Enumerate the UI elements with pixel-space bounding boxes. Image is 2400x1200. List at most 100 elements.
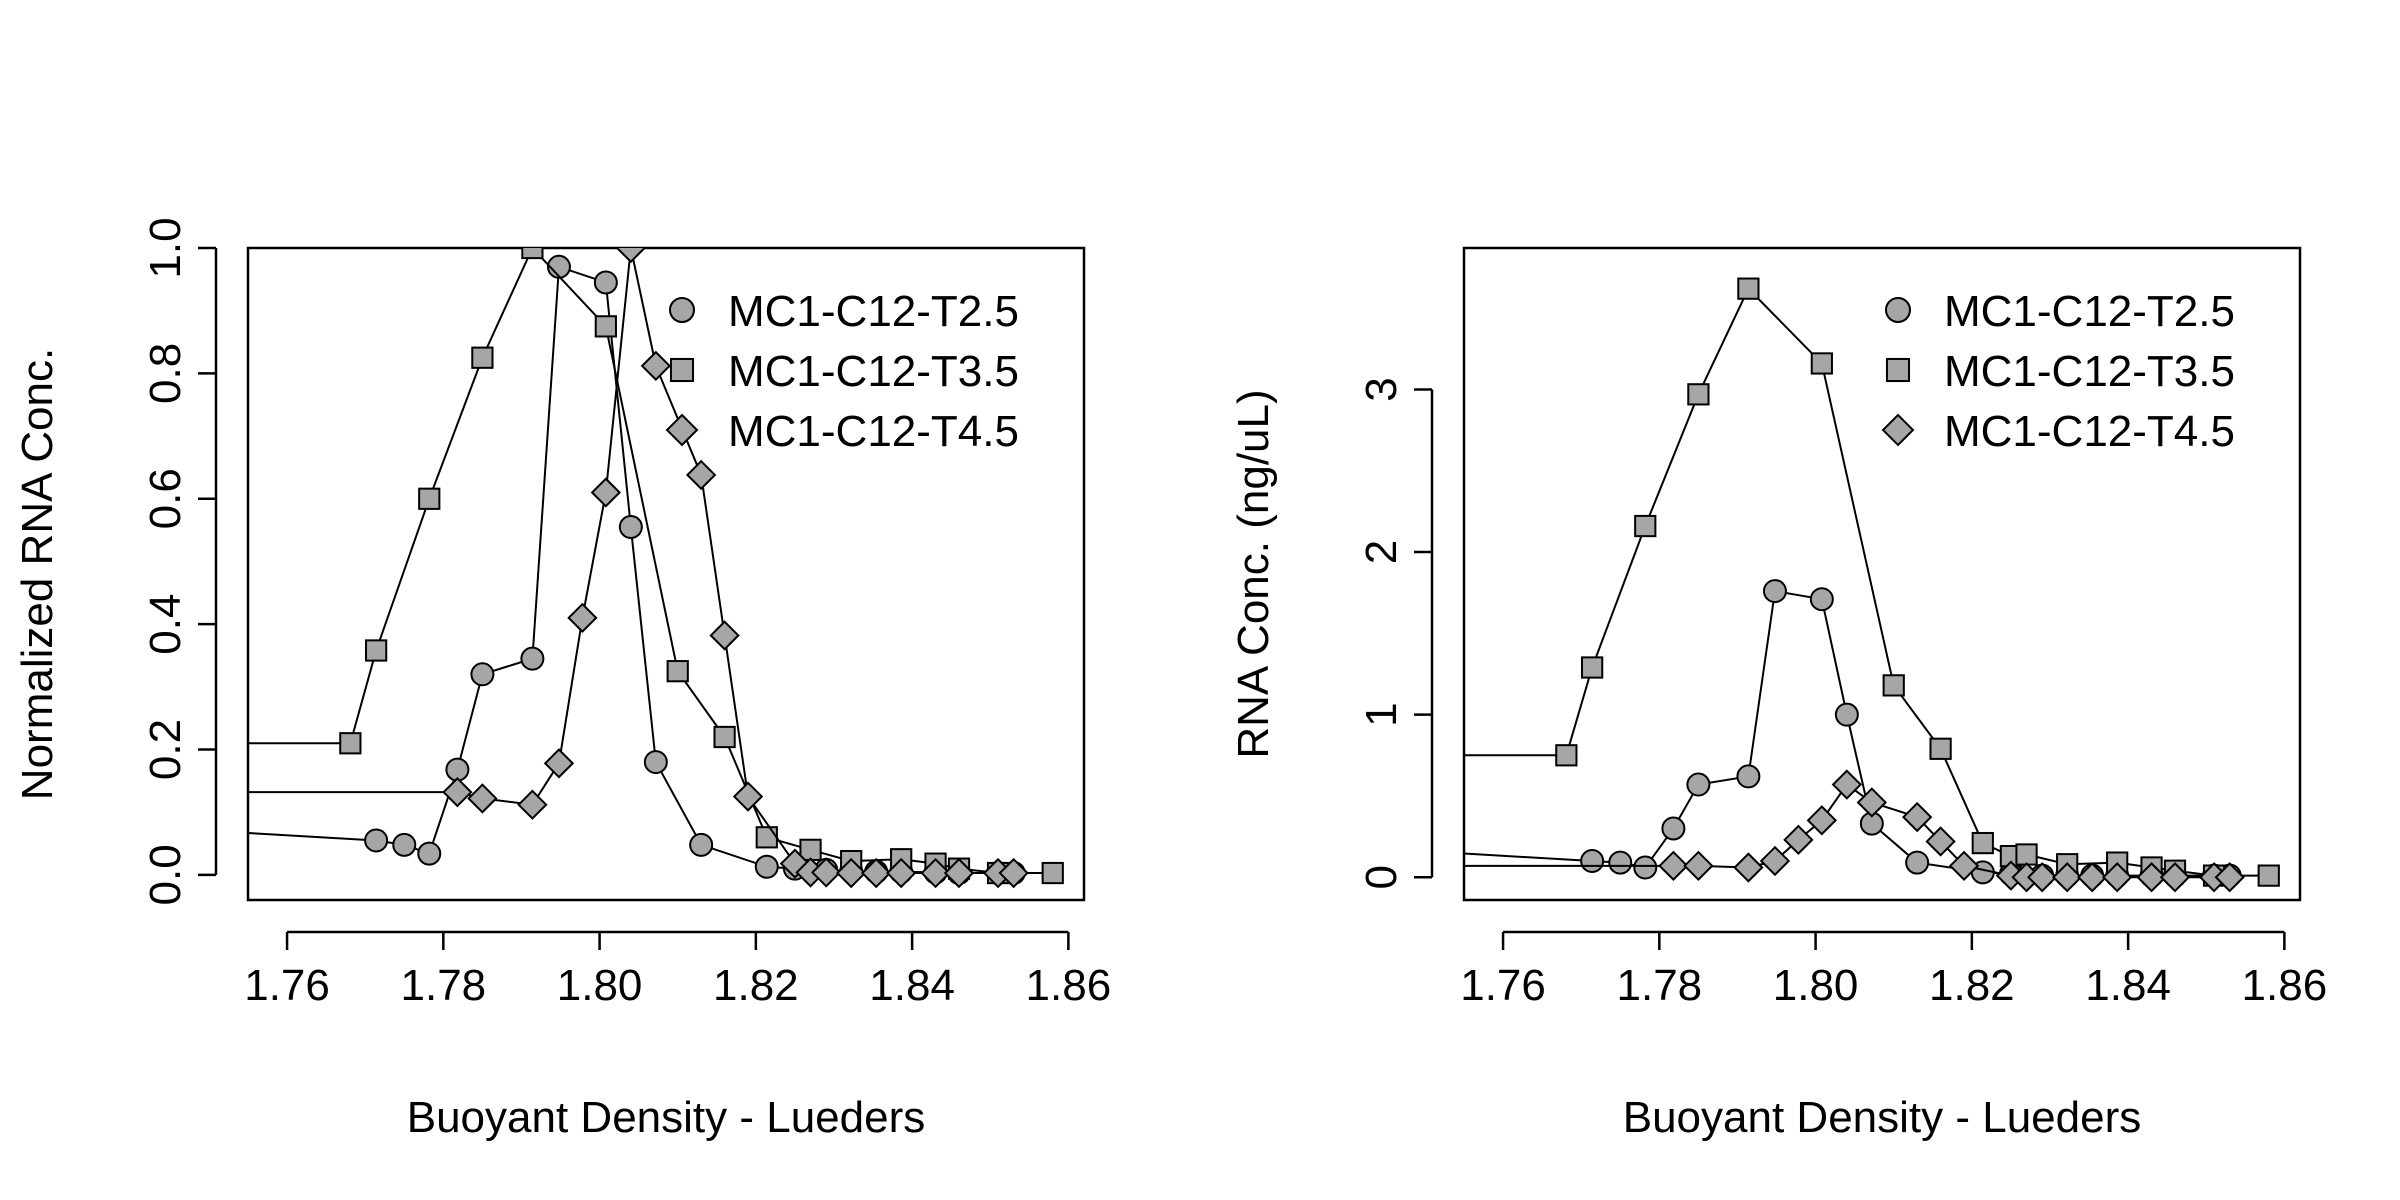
x-tick-label: 1.86 <box>2242 961 2328 1010</box>
data-point <box>1759 845 1791 877</box>
data-point <box>1737 277 1760 300</box>
data-point <box>1856 787 1888 818</box>
data-point <box>755 826 778 849</box>
legend-marker-square <box>1885 357 1911 383</box>
data-point <box>365 639 388 662</box>
data-point <box>2052 862 2083 893</box>
data-point <box>886 857 917 889</box>
data-point <box>2159 862 2191 893</box>
y-axis: 0.0 0.2 0.4 0.6 0.8 1.0 <box>141 217 218 906</box>
legend: MC1-C12-T2.5 MC1-C12-T3.5 MC1-C12-T4.5 <box>665 287 1019 456</box>
y-tick-label: 0 <box>1357 865 1406 889</box>
data-point <box>1608 850 1633 875</box>
series-layer <box>248 248 1064 889</box>
y-tick-label: 0.8 <box>141 343 190 404</box>
legend-label: MC1-C12-T2.5 <box>1944 287 2235 336</box>
y-tick-label: 0.0 <box>141 844 190 905</box>
data-point <box>1658 850 1689 882</box>
data-point <box>594 315 617 338</box>
data-point <box>543 748 575 779</box>
x-axis: 1.76 1.78 1.80 1.82 1.84 1.86 <box>244 930 1112 1010</box>
data-point <box>1905 850 1930 875</box>
x-tick-label: 1.80 <box>1773 961 1859 1010</box>
data-point <box>666 660 689 683</box>
data-point <box>471 346 494 369</box>
y-tick-label: 2 <box>1357 540 1406 564</box>
data-point <box>943 857 975 889</box>
data-point <box>2214 862 2245 893</box>
legend-label: MC1-C12-T4.5 <box>728 407 1019 456</box>
data-point <box>1834 702 1859 727</box>
series-line <box>248 248 1014 875</box>
data-point <box>836 857 867 889</box>
data-point <box>713 725 736 749</box>
y-tick-label: 3 <box>1357 377 1406 401</box>
data-point <box>1634 514 1657 538</box>
data-point <box>590 477 622 508</box>
data-point <box>689 832 714 857</box>
data-point <box>754 854 779 879</box>
data-point <box>1736 764 1761 789</box>
y-tick-label: 0.2 <box>141 719 190 780</box>
y-axis: 0 1 2 3 <box>1357 377 1434 889</box>
data-point <box>1633 855 1658 880</box>
data-point <box>339 732 362 755</box>
x-tick-label: 1.84 <box>869 961 955 1010</box>
data-point <box>1882 674 1905 697</box>
data-point <box>1555 744 1578 767</box>
data-point <box>2136 862 2167 893</box>
x-tick-label: 1.86 <box>1026 961 1112 1010</box>
x-axis: 1.76 1.78 1.80 1.82 1.84 1.86 <box>1460 930 2328 1010</box>
data-point <box>1809 587 1834 612</box>
y-tick-label: 0.4 <box>141 594 190 655</box>
data-point <box>1683 850 1714 882</box>
data-point <box>417 841 442 866</box>
data-point <box>1686 772 1711 797</box>
series-layer <box>1464 277 2280 893</box>
data-point <box>1783 824 1814 856</box>
data-point <box>364 828 389 853</box>
data-point <box>640 350 672 382</box>
data-point <box>1971 831 1994 855</box>
data-point <box>732 781 764 812</box>
data-point <box>567 602 598 634</box>
series-line <box>1464 783 2230 879</box>
x-tick-label: 1.76 <box>244 961 330 1010</box>
y-tick-label: 1 <box>1357 702 1406 726</box>
data-point <box>861 857 892 889</box>
x-tick-label: 1.82 <box>1929 961 2015 1010</box>
data-point <box>618 514 643 539</box>
x-tick-label: 1.76 <box>1460 961 1546 1010</box>
data-point <box>1733 852 1764 883</box>
data-point <box>392 832 417 857</box>
data-point <box>799 838 822 861</box>
legend-marker-diamond <box>665 413 699 447</box>
legend-label: MC1-C12-T3.5 <box>1944 347 2235 396</box>
data-point <box>2077 862 2108 893</box>
legend-marker-square <box>669 357 695 383</box>
x-tick-label: 1.78 <box>401 961 487 1010</box>
data-point <box>2015 843 2038 866</box>
data-point <box>709 620 740 651</box>
right-chart: 1.76 1.78 1.80 1.82 1.84 1.86 0 1 2 3 Buoyant De… <box>1229 246 2328 1142</box>
data-point <box>1581 656 1604 679</box>
series-diamond <box>1464 769 2245 893</box>
legend-label: MC1-C12-T2.5 <box>728 287 1019 336</box>
data-point <box>615 248 647 264</box>
data-point <box>1041 861 1064 885</box>
x-tick-label: 1.84 <box>2085 961 2171 1010</box>
data-point <box>418 487 441 510</box>
x-axis-label: Buoyant Density - Lueders <box>1623 1093 2142 1142</box>
data-point <box>517 789 548 820</box>
y-tick-label: 0.6 <box>141 468 190 529</box>
data-point <box>811 857 842 888</box>
data-point <box>998 857 1029 889</box>
data-point <box>467 783 498 814</box>
legend-marker-circle <box>669 297 695 323</box>
left-chart: 1.76 1.78 1.80 1.82 1.84 1.86 0.0 0.2 0.4 0.6 0.8… <box>13 217 1111 1142</box>
data-point <box>1661 816 1686 841</box>
data-point <box>2027 862 2058 893</box>
plot-area-frame <box>246 246 1086 902</box>
data-point <box>1929 737 1952 760</box>
